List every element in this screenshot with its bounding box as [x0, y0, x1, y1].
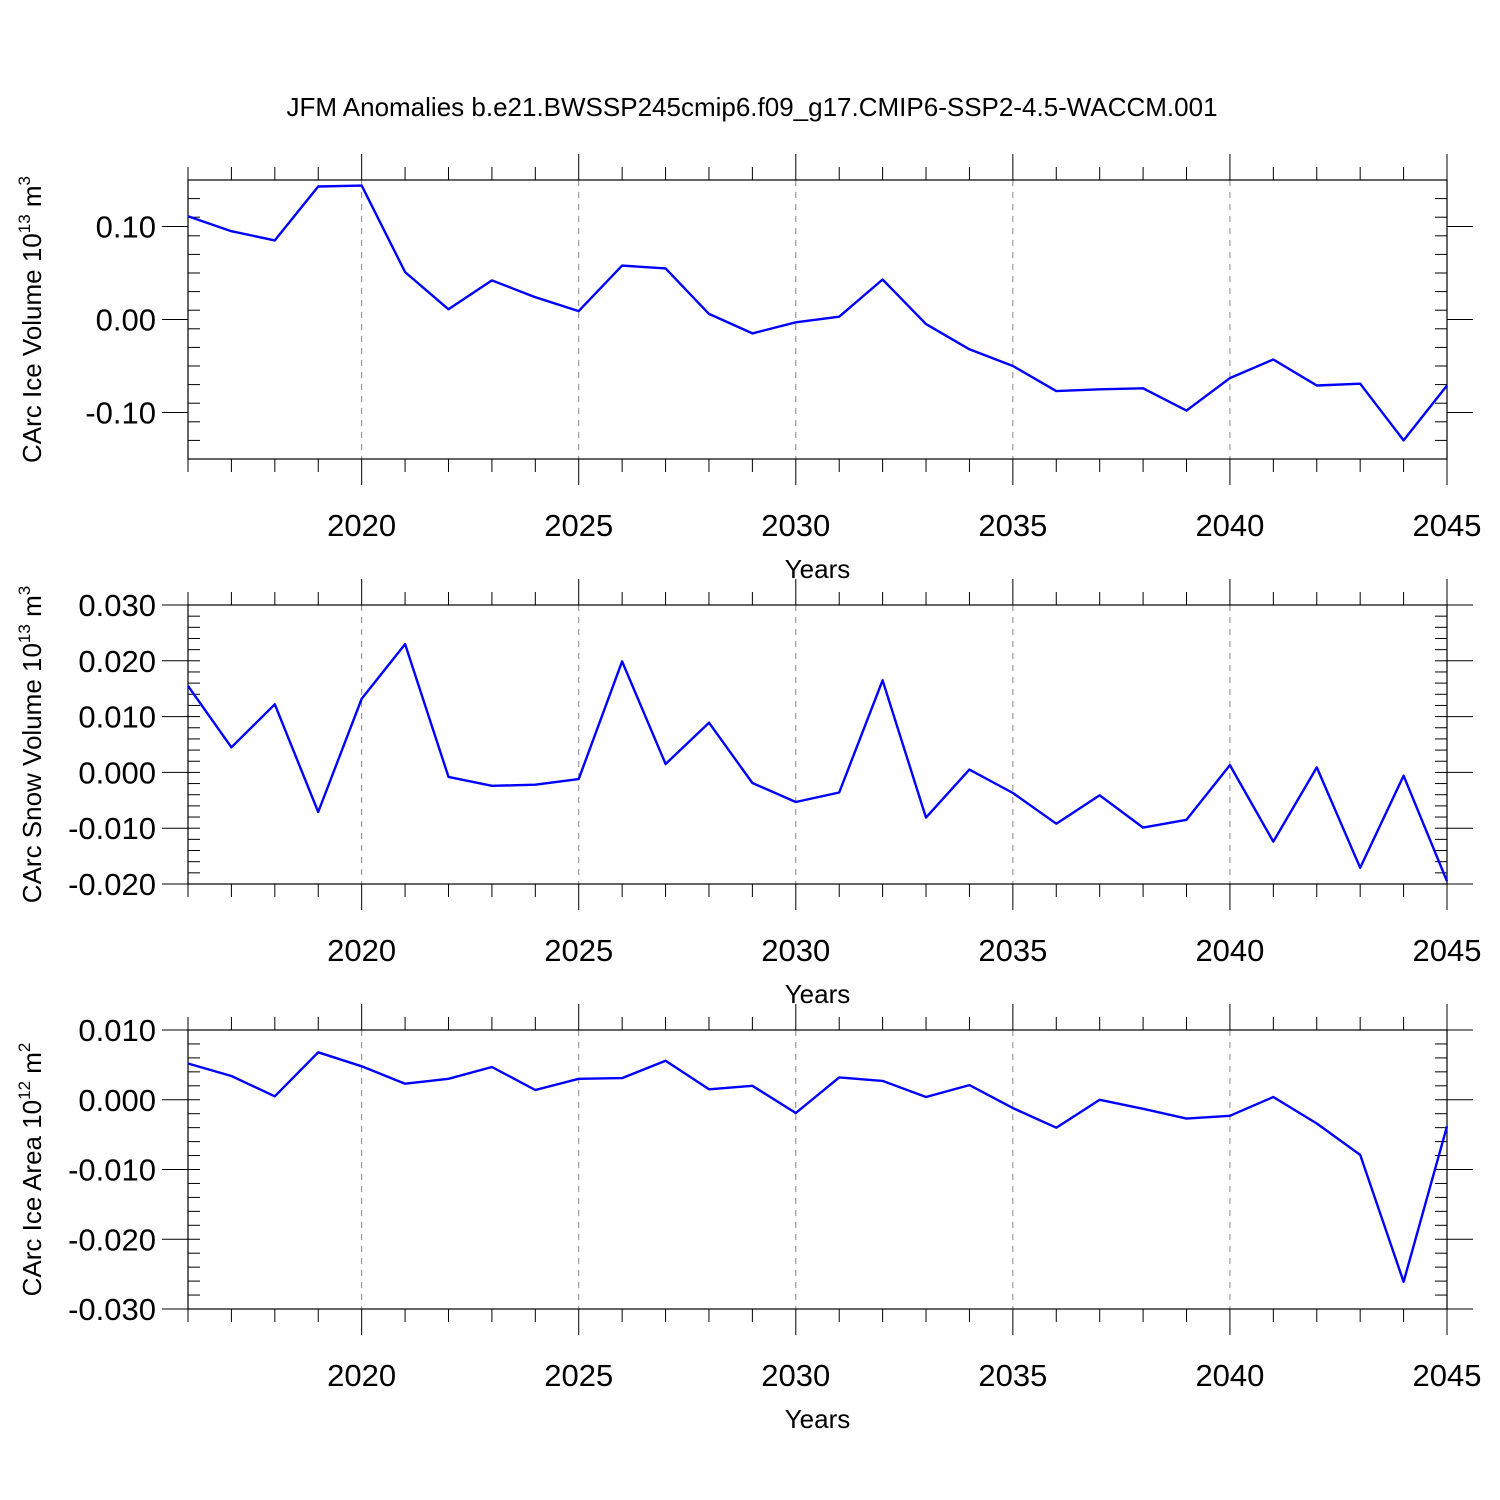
y-tick-label: -0.010 [68, 1153, 156, 1188]
x-axis-title: Years [785, 979, 851, 1009]
y-tick-label: -0.10 [85, 396, 156, 431]
y-tick-label: 0.020 [78, 644, 156, 679]
x-tick-label: 2035 [978, 508, 1047, 543]
y-tick-label: 0.10 [96, 210, 156, 245]
y-tick-label: 0.000 [78, 1083, 156, 1118]
x-tick-label: 2040 [1195, 933, 1264, 968]
x-tick-label: 2020 [327, 1358, 396, 1393]
x-tick-label: 2035 [978, 1358, 1047, 1393]
y-axis-title: CArc Snow Volume 1013 m3 [15, 586, 47, 903]
x-tick-label: 2040 [1195, 508, 1264, 543]
panel-1: -0.10 0.00 0.10 2020 2025 2030 2035 2040 2045 Yea… [15, 154, 1481, 584]
x-tick-label: 2040 [1195, 1358, 1264, 1393]
y-axis-title: CArc Ice Volume 1013 m3 [15, 176, 47, 463]
x-axis-title: Years [785, 554, 851, 584]
y-tick-label: -0.010 [68, 811, 156, 846]
chart-title: JFM Anomalies b.e21.BWSSP245cmip6.f09_g1… [286, 92, 1217, 122]
y-tick-label: 0.030 [78, 588, 156, 623]
panel-2: -0.020 -0.010 0.000 0.010 0.020 0.030 2020 2025… [15, 579, 1481, 1009]
x-axis-title: Years [785, 1404, 851, 1434]
x-tick-label: 2020 [327, 508, 396, 543]
y-tick-label: -0.030 [68, 1292, 156, 1327]
x-tick-label: 2030 [761, 933, 830, 968]
y-tick-label: 0.000 [78, 755, 156, 790]
y-tick-label: 0.010 [78, 700, 156, 735]
x-tick-label: 2045 [1413, 508, 1482, 543]
chart-panels: -0.10 0.00 0.10 2020 2025 2030 2035 2040 2045 Yea… [15, 154, 1481, 1434]
x-tick-label: 2025 [544, 508, 613, 543]
x-tick-label: 2035 [978, 933, 1047, 968]
series-line [187, 184, 1448, 442]
x-tick-label: 2025 [544, 933, 613, 968]
x-tick-label: 2045 [1413, 933, 1482, 968]
x-tick-label: 2045 [1413, 1358, 1482, 1393]
plot-frame [187, 604, 1448, 885]
series-line [187, 642, 1449, 882]
y-axis-title: CArc Ice Area 1012 m2 [15, 1043, 47, 1297]
panel-3: -0.030 -0.020 -0.010 0.000 0.010 2020 2025 2030… [15, 1004, 1481, 1434]
x-tick-label: 2020 [327, 933, 396, 968]
series-line [187, 1051, 1449, 1284]
x-tick-label: 2025 [544, 1358, 613, 1393]
y-tick-label: -0.020 [68, 867, 156, 902]
y-tick-label: 0.010 [78, 1013, 156, 1048]
y-tick-label: 0.00 [96, 303, 156, 338]
x-tick-label: 2030 [761, 508, 830, 543]
y-tick-label: -0.020 [68, 1222, 156, 1257]
x-tick-label: 2030 [761, 1358, 830, 1393]
